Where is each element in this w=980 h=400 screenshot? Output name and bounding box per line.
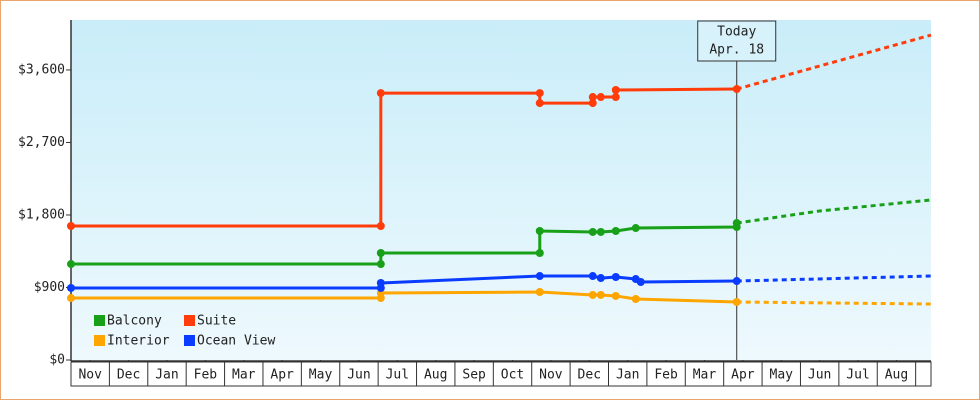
x-tick-label: Dec (578, 368, 601, 383)
y-tick-label: $3,600 (18, 62, 65, 77)
x-tick-label: Jul (386, 368, 409, 383)
plot-area (71, 20, 931, 360)
legend-label: Interior (107, 334, 170, 349)
x-tick-label: Jun (347, 368, 370, 383)
y-tick-label: $2,700 (18, 135, 65, 150)
point (588, 272, 597, 281)
point (631, 224, 640, 233)
point (535, 249, 544, 258)
point (611, 291, 620, 300)
x-tick-label: Oct (501, 368, 524, 383)
legend-label: Ocean View (197, 334, 275, 349)
point (67, 222, 75, 231)
point (376, 278, 385, 287)
x-tick-label: May (309, 368, 333, 383)
x-axis-band (70, 361, 932, 387)
point (596, 93, 605, 102)
x-tick-label: Aug (885, 368, 908, 383)
x-tick-label: Mar (232, 368, 256, 383)
point (732, 219, 741, 228)
legend-label: Balcony (107, 314, 162, 329)
point (535, 89, 544, 98)
legend-swatch (184, 315, 195, 326)
point (376, 260, 385, 269)
x-tick-label: Jan (616, 368, 639, 383)
point (611, 93, 620, 102)
x-tick-label: Nov (78, 368, 102, 383)
point (535, 227, 544, 236)
x-tick-label: Apr (270, 368, 294, 383)
point (588, 227, 597, 236)
today-label: Apr. 18 (709, 43, 764, 58)
y-tick-label: $900 (34, 280, 65, 295)
point (596, 274, 605, 283)
x-tick-label: Jun (808, 368, 831, 383)
legend-swatch (94, 335, 105, 346)
point (732, 85, 741, 94)
point (732, 297, 741, 306)
point (631, 295, 640, 304)
x-tick-label: Sep (462, 368, 486, 383)
point (588, 99, 597, 108)
legend-swatch (94, 315, 105, 326)
point (596, 227, 605, 236)
today-label: Today (717, 25, 756, 40)
x-tick-label: Jul (846, 368, 869, 383)
legend-swatch (184, 335, 195, 346)
legend-label: Suite (197, 314, 236, 329)
point (67, 260, 75, 269)
x-tick-label: Nov (539, 368, 563, 383)
x-tick-label: Jan (155, 368, 178, 383)
x-tick-label: Mar (693, 368, 717, 383)
x-tick-label: Dec (117, 368, 140, 383)
y-tick-label: $0 (49, 353, 65, 368)
x-tick-label: May (770, 368, 794, 383)
point (611, 227, 620, 236)
point (588, 93, 597, 102)
point (67, 283, 75, 292)
point (376, 222, 385, 231)
point (596, 290, 605, 299)
point (611, 86, 620, 95)
point (535, 99, 544, 108)
today-box (697, 20, 777, 62)
point (376, 249, 385, 258)
point (611, 273, 620, 282)
x-tick-label: Apr (731, 368, 755, 383)
point (535, 288, 544, 296)
x-tick-label: Feb (654, 368, 678, 383)
point (67, 294, 75, 303)
x-tick-label: Aug (424, 368, 447, 383)
y-tick-label: $1,800 (18, 207, 65, 222)
forecast-line (736, 33, 932, 91)
forecast-line (736, 198, 932, 225)
point (535, 272, 544, 281)
point (376, 89, 385, 98)
point (588, 290, 597, 299)
point (636, 278, 645, 287)
x-tick-label: Feb (194, 368, 218, 383)
point (732, 277, 741, 286)
